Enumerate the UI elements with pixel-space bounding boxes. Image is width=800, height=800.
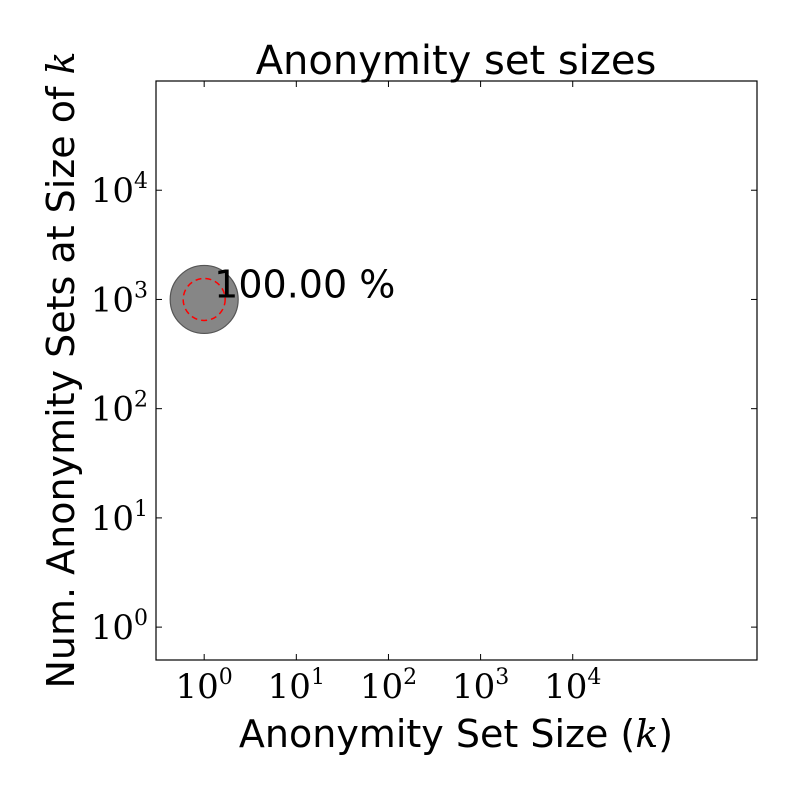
y-tick-label-exponent: 4 <box>134 169 148 194</box>
scatter-point <box>169 264 239 335</box>
x-tick-label-exponent: 3 <box>495 665 509 690</box>
x-axis-label-suffix: ) <box>658 712 673 756</box>
y-tick-label: 100 <box>91 606 148 648</box>
x-tick-label-base: 10 <box>544 667 587 707</box>
x-axis-label-variable: k <box>635 712 658 756</box>
data-points: 100.00 % <box>169 262 395 335</box>
x-tick-label-base: 10 <box>452 667 495 707</box>
y-tick-label-base: 10 <box>91 171 134 211</box>
y-tick-label: 104 <box>91 169 148 211</box>
x-axis-label-prefix: Anonymity Set Size ( <box>239 712 635 756</box>
scatter-point-ring <box>182 277 226 322</box>
y-tick-label-base: 10 <box>91 390 134 430</box>
y-axis-label: Num. Anonymity Sets at Size of k <box>39 52 83 689</box>
y-tick-label: 102 <box>91 388 148 430</box>
y-tick-label-base: 10 <box>91 608 134 648</box>
y-tick-label-base: 10 <box>91 280 134 320</box>
y-tick-label-exponent: 0 <box>134 606 148 631</box>
point-annotation: 100.00 % <box>214 262 395 306</box>
y-tick-label-exponent: 1 <box>134 497 148 522</box>
x-axis-label: Anonymity Set Size (k) <box>239 712 673 756</box>
x-tick-label-base: 10 <box>176 667 219 707</box>
y-tick-label: 101 <box>91 497 148 539</box>
y-axis-label-variable: k <box>39 52 83 75</box>
x-tick-label-base: 10 <box>360 667 403 707</box>
x-tick-label-exponent: 0 <box>219 665 233 690</box>
y-tick-label-exponent: 3 <box>134 278 148 303</box>
y-tick-label: 103 <box>91 278 148 320</box>
x-tick-label: 103 <box>452 665 509 707</box>
x-tick-label-base: 10 <box>268 667 311 707</box>
x-tick-label: 101 <box>268 665 325 707</box>
x-tick-label: 104 <box>544 665 601 707</box>
y-tick-label-base: 10 <box>91 499 134 539</box>
x-tick-label-exponent: 4 <box>587 665 601 690</box>
x-tick-label-exponent: 1 <box>311 665 325 690</box>
y-axis-label-prefix: Num. Anonymity Sets at Size of <box>39 75 83 689</box>
y-tick-label-exponent: 2 <box>134 388 148 413</box>
x-tick-label: 102 <box>360 665 417 707</box>
plot-area <box>155 80 758 661</box>
x-axis-ticks: 100 101 102 103 104 <box>176 81 601 707</box>
chart-title: Anonymity set sizes <box>256 38 657 84</box>
x-tick-label-exponent: 2 <box>403 665 417 690</box>
x-tick-label: 100 <box>176 665 233 707</box>
